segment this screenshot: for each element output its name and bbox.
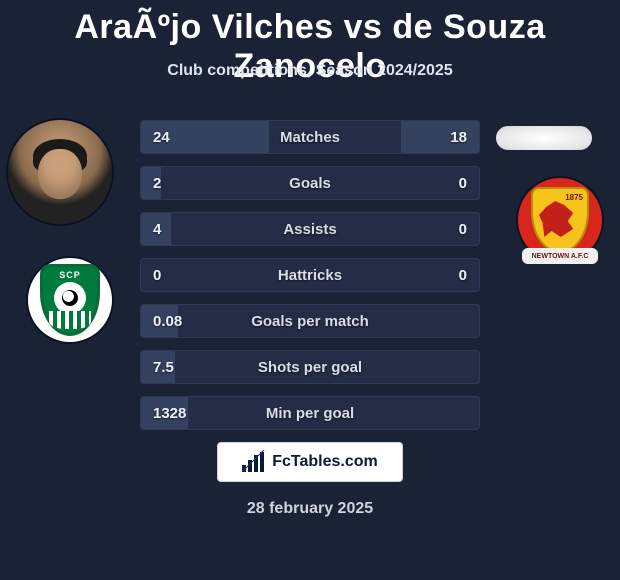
stat-label: Assists <box>141 213 479 245</box>
club-crest-right: 1875 NEWTOWN A.F.C <box>518 178 602 262</box>
stat-row: 1328Min per goal <box>140 396 480 430</box>
football-icon <box>62 290 78 306</box>
stat-value-right: 0 <box>459 213 467 245</box>
club-left-ring <box>54 282 86 314</box>
stat-fill-left <box>141 167 161 199</box>
stat-label: Min per goal <box>141 397 479 429</box>
stat-label: Hattricks <box>141 259 479 291</box>
footer-date: 28 february 2025 <box>0 500 620 518</box>
club-left-code: SCP <box>59 270 81 280</box>
stat-row: 7.5Shots per goal <box>140 350 480 384</box>
brand-box: FcTables.com <box>217 442 403 482</box>
stat-value-right: 0 <box>459 167 467 199</box>
stat-row: 0.08Goals per match <box>140 304 480 338</box>
stats-container: 24Matches182Goals04Assists00Hattricks00.… <box>140 120 480 442</box>
stat-row: 24Matches18 <box>140 120 480 154</box>
stat-label: Shots per goal <box>141 351 479 383</box>
club-right-year: 1875 <box>565 193 583 202</box>
dragon-icon <box>539 199 575 239</box>
brand-text: FcTables.com <box>272 453 378 471</box>
club-crest-left-shield: SCP <box>40 264 100 336</box>
page-subtitle: Club competitions, Season 2024/2025 <box>0 62 620 80</box>
club-left-stripes <box>49 311 91 329</box>
bar-chart-icon <box>242 452 264 472</box>
stat-fill-left <box>141 397 188 429</box>
stat-fill-left <box>141 351 175 383</box>
stat-fill-left <box>141 121 269 153</box>
stat-fill-left <box>141 213 171 245</box>
player-right-placeholder <box>496 126 592 150</box>
stat-fill-left <box>141 305 178 337</box>
stat-value-right: 0 <box>459 259 467 291</box>
stat-label: Goals per match <box>141 305 479 337</box>
stat-row: 4Assists0 <box>140 212 480 246</box>
stat-value-left: 0 <box>153 259 161 291</box>
stat-label: Goals <box>141 167 479 199</box>
club-crest-left: SCP <box>28 258 112 342</box>
club-crest-right-shield: 1875 <box>531 187 589 253</box>
stat-row: 2Goals0 <box>140 166 480 200</box>
stat-row: 0Hattricks0 <box>140 258 480 292</box>
player-left-photo <box>8 120 112 224</box>
stat-fill-right <box>401 121 479 153</box>
club-right-ribbon: NEWTOWN A.F.C <box>522 248 598 264</box>
